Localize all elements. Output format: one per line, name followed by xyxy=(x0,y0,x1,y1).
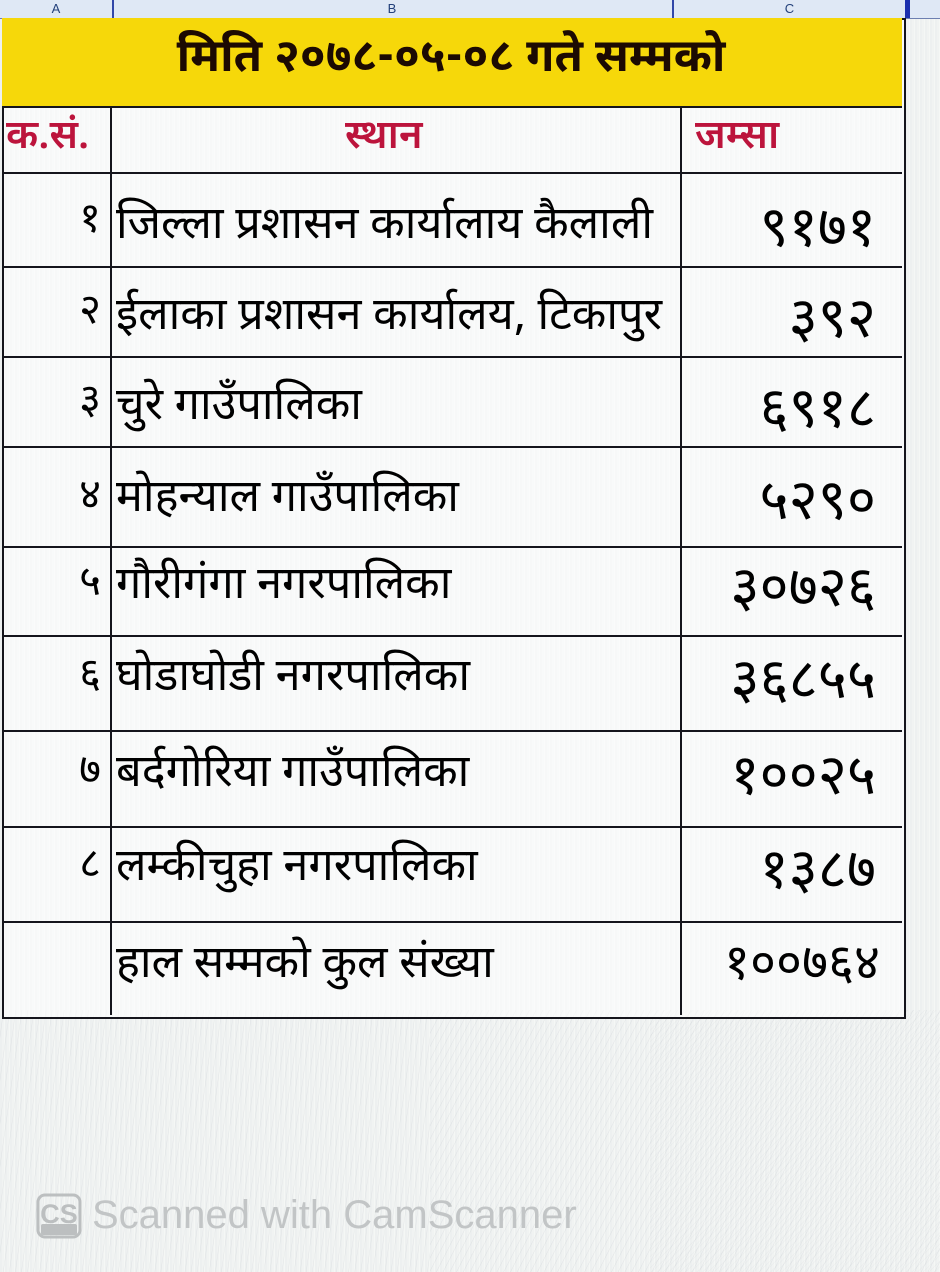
svg-text:CS: CS xyxy=(40,1199,78,1229)
